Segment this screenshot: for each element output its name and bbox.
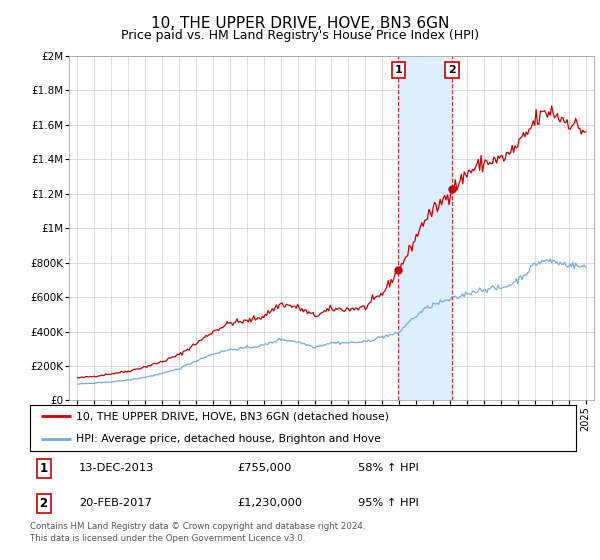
Text: 10, THE UPPER DRIVE, HOVE, BN3 6GN (detached house): 10, THE UPPER DRIVE, HOVE, BN3 6GN (deta… [76, 412, 389, 421]
Text: £1,230,000: £1,230,000 [238, 498, 302, 508]
Text: 95% ↑ HPI: 95% ↑ HPI [358, 498, 418, 508]
Text: 2: 2 [448, 65, 456, 75]
Text: Contains HM Land Registry data © Crown copyright and database right 2024.
This d: Contains HM Land Registry data © Crown c… [30, 522, 365, 543]
Text: HPI: Average price, detached house, Brighton and Hove: HPI: Average price, detached house, Brig… [76, 435, 381, 444]
Text: £755,000: £755,000 [238, 464, 292, 473]
Text: 2: 2 [40, 497, 48, 510]
Text: 1: 1 [395, 65, 402, 75]
Text: 1: 1 [40, 462, 48, 475]
Text: Price paid vs. HM Land Registry's House Price Index (HPI): Price paid vs. HM Land Registry's House … [121, 29, 479, 42]
Text: 13-DEC-2013: 13-DEC-2013 [79, 464, 155, 473]
Text: 10, THE UPPER DRIVE, HOVE, BN3 6GN: 10, THE UPPER DRIVE, HOVE, BN3 6GN [151, 16, 449, 31]
Text: 58% ↑ HPI: 58% ↑ HPI [358, 464, 418, 473]
Bar [398, 56, 452, 400]
Text: 20-FEB-2017: 20-FEB-2017 [79, 498, 152, 508]
